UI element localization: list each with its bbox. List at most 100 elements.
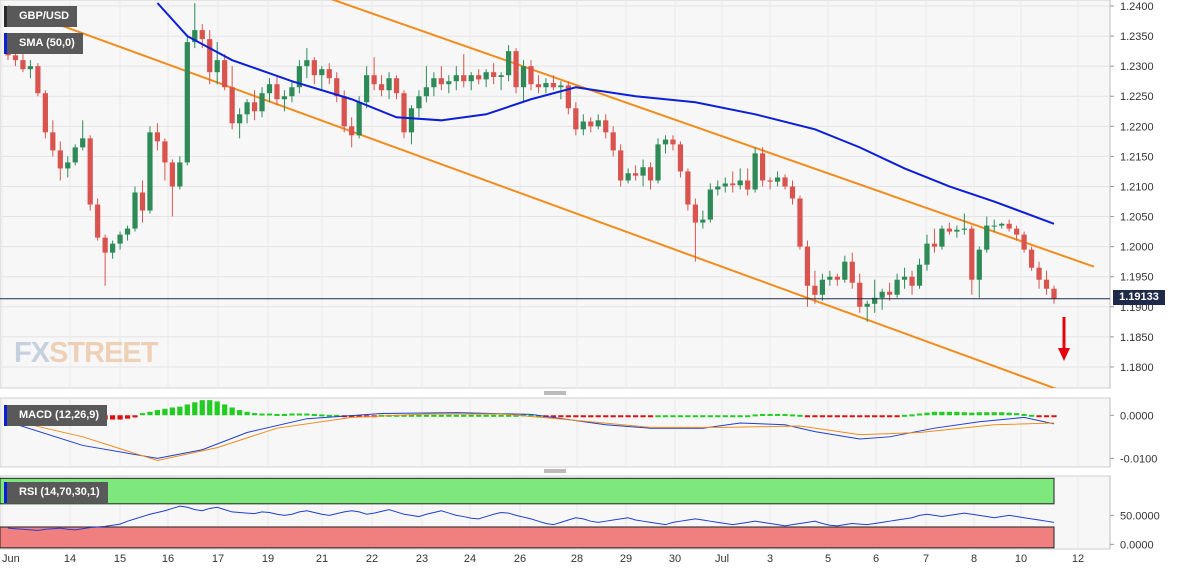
y-tick-label: 1.2050 <box>1120 212 1154 224</box>
candle-body <box>707 189 713 220</box>
macd-histogram-bar <box>692 415 698 418</box>
candle-body <box>42 93 48 133</box>
macd-histogram-bar <box>610 415 616 418</box>
candle-body <box>722 183 728 187</box>
channel-upper-line <box>330 0 1095 268</box>
candle-body <box>334 78 340 97</box>
x-tick-label: 7 <box>923 553 929 565</box>
macd-histogram-bar <box>797 414 803 417</box>
macd-histogram-bar <box>319 414 325 417</box>
macd-histogram-bar <box>916 413 923 416</box>
x-tick-label: 12 <box>1072 553 1084 565</box>
candle-body <box>625 173 631 181</box>
macd-histogram-bar <box>857 415 863 418</box>
candle-body <box>423 87 430 97</box>
candle-body <box>797 198 803 247</box>
candle-body <box>199 30 205 40</box>
macd-histogram-bar <box>229 407 235 416</box>
y-tick-label: 1.1800 <box>1120 362 1154 374</box>
candle-body <box>296 66 303 88</box>
macd-histogram-bar <box>999 412 1005 416</box>
candle-body <box>1006 223 1012 229</box>
candle-body <box>274 84 280 100</box>
candle-body <box>461 75 467 82</box>
candle-body <box>730 183 736 186</box>
macd-histogram-bar <box>528 414 534 417</box>
macd-histogram-bar <box>991 412 997 416</box>
macd-histogram-bar <box>236 410 243 416</box>
candle-body <box>393 78 400 94</box>
rsi-line <box>7 505 1055 531</box>
macd-histogram-bar <box>505 414 512 417</box>
macd-histogram-bar <box>334 414 340 417</box>
macd-histogram-bar <box>573 415 579 418</box>
candle-body <box>468 75 474 82</box>
macd-histogram-bar <box>834 415 840 418</box>
macd-histogram-bar <box>304 413 310 416</box>
candle-body <box>513 51 519 88</box>
y-tick-label: 1.2100 <box>1120 181 1154 193</box>
x-tick-label: 8 <box>971 553 977 565</box>
x-tick-label: 5 <box>825 553 831 565</box>
candle-body <box>558 85 564 88</box>
macd-y-tick-label: -0.0100 <box>1120 453 1157 465</box>
macd-histogram-bar <box>244 411 250 416</box>
macd-histogram-bar <box>154 410 161 416</box>
candle-body <box>737 180 743 186</box>
macd-histogram-bar <box>132 415 138 418</box>
candle-body <box>804 246 811 286</box>
macd-histogram-bar <box>901 414 908 417</box>
macd-histogram-bar <box>251 413 258 416</box>
candle-body <box>984 225 990 250</box>
candle-body <box>162 141 168 163</box>
macd-histogram-bar <box>214 401 220 416</box>
candle-body <box>767 180 773 182</box>
candle-body <box>550 83 557 88</box>
macd-histogram-bar <box>408 414 415 417</box>
macd-histogram-bar <box>789 414 796 417</box>
macd-histogram-bar <box>946 411 953 416</box>
macd-histogram-bar <box>550 415 557 418</box>
candle-body <box>356 102 362 136</box>
candle-body <box>580 121 586 130</box>
candle-body <box>139 192 146 211</box>
fxstreet-watermark: FXSTREET <box>14 337 158 370</box>
macd-histogram-bar <box>603 415 609 418</box>
macd-histogram-bar <box>984 412 990 416</box>
candle-body <box>505 51 512 76</box>
macd-histogram-bar <box>431 414 437 417</box>
candle-body <box>289 87 295 97</box>
candle-body <box>169 162 175 187</box>
candle-body <box>386 78 392 91</box>
x-tick-label: 22 <box>366 553 378 565</box>
macd-histogram-bar <box>976 412 982 416</box>
candle-body <box>438 78 444 85</box>
macd-histogram-bar <box>595 415 601 418</box>
candle-body <box>857 282 863 307</box>
candle-body <box>782 177 788 187</box>
candle-body <box>991 225 997 227</box>
macd-histogram-bar <box>461 414 467 417</box>
candle-body <box>266 84 273 94</box>
candle-body <box>528 66 534 85</box>
candle-body <box>50 132 56 151</box>
candle-body <box>364 75 370 103</box>
macd-histogram-bar <box>1043 415 1050 418</box>
macd-histogram-bar <box>909 414 915 417</box>
candle-body <box>304 60 310 67</box>
pane-background-1 <box>0 0 1111 389</box>
candle-body <box>647 167 654 181</box>
rsi-oversold-zone <box>0 526 1055 549</box>
candle-body <box>431 78 437 88</box>
x-tick-label: 14 <box>64 553 76 565</box>
macd-histogram-bar <box>192 402 198 416</box>
down-arrow-head <box>1058 348 1070 361</box>
macd-histogram-bar <box>513 414 519 417</box>
y-tick-label: 1.1950 <box>1120 272 1154 284</box>
candle-body <box>35 66 41 94</box>
candle-body <box>1043 279 1050 289</box>
candle-body <box>931 243 938 247</box>
y-tick-label: 1.2150 <box>1120 151 1154 163</box>
candle-body <box>27 66 34 70</box>
macd-histogram-bar <box>401 414 407 417</box>
